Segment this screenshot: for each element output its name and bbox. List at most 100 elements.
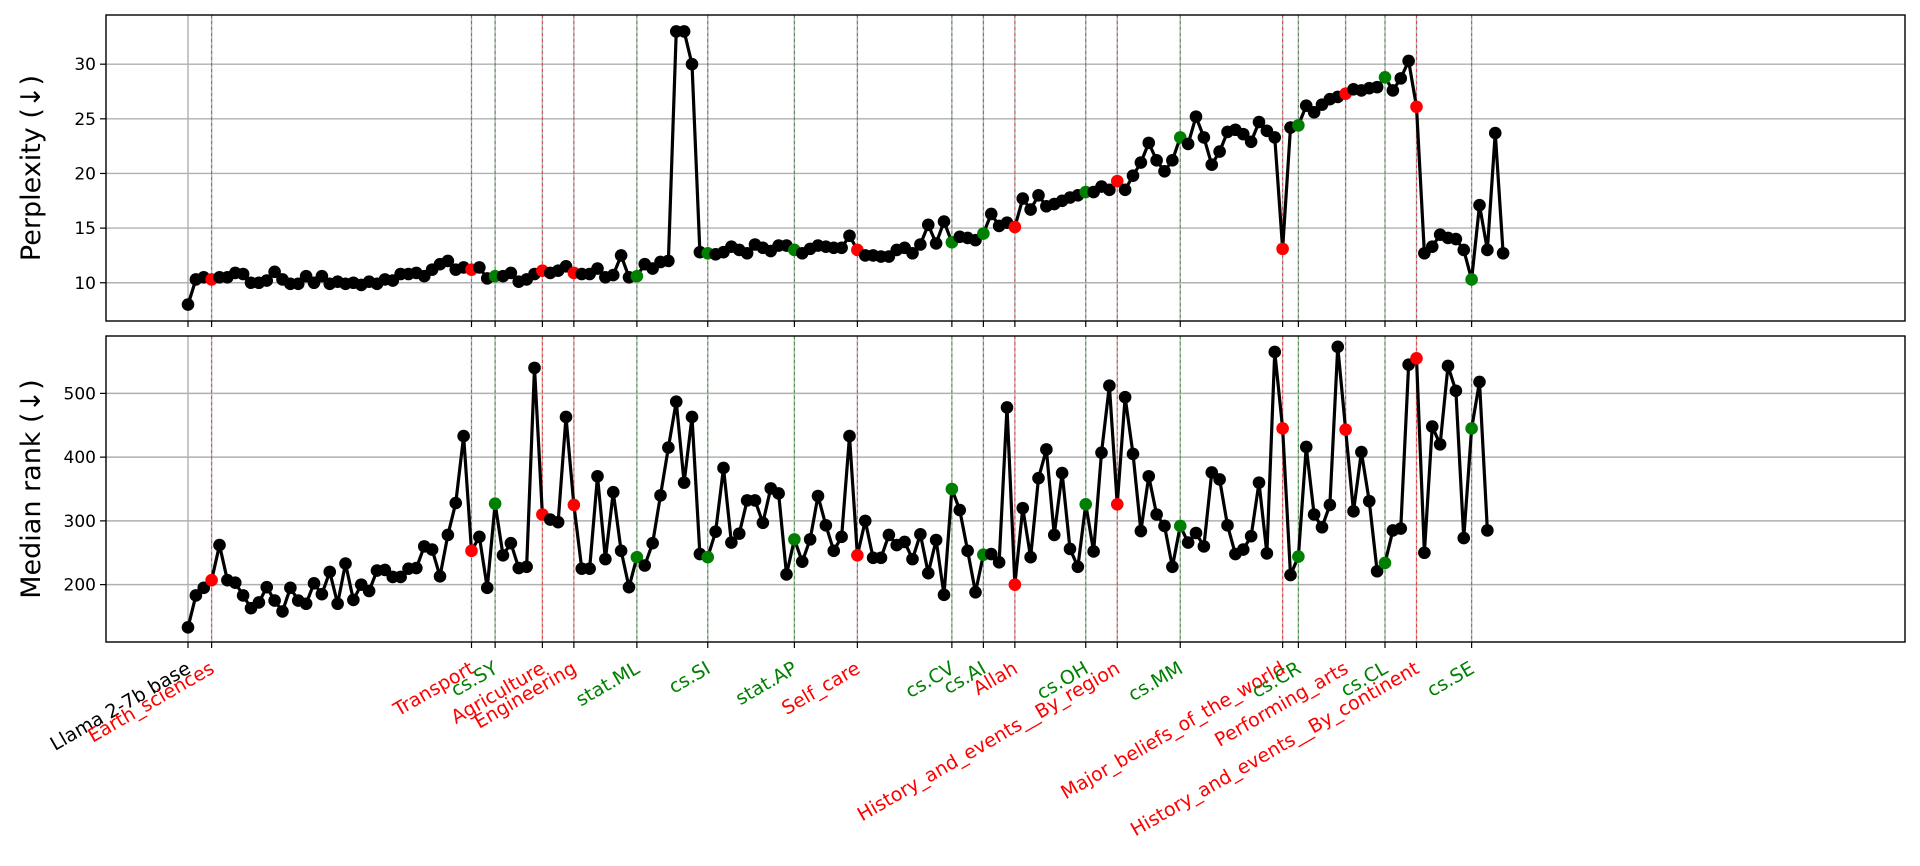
data-point <box>1268 345 1282 359</box>
data-point <box>606 268 620 282</box>
data-point <box>331 597 344 611</box>
data-point <box>504 536 518 550</box>
y-tick-label: 500 <box>64 384 96 404</box>
data-point <box>1166 154 1179 167</box>
data-point <box>622 580 636 594</box>
data-point <box>646 536 659 550</box>
data-point <box>906 552 919 566</box>
y-tick-label: 20 <box>74 164 96 184</box>
data-point <box>606 485 620 499</box>
data-point <box>614 249 628 262</box>
data-point <box>528 361 541 375</box>
data-point <box>1095 446 1108 459</box>
data-point <box>1055 466 1069 480</box>
data-point <box>725 536 738 549</box>
data-point <box>1481 524 1494 537</box>
data-point-green <box>1465 422 1478 435</box>
data-point <box>1103 183 1116 197</box>
data-point <box>992 556 1006 569</box>
data-point <box>795 555 809 568</box>
data-point <box>394 570 407 584</box>
data-point <box>835 530 848 544</box>
data-point-green <box>701 550 715 564</box>
data-point <box>307 577 321 590</box>
data-point <box>213 538 226 552</box>
data-point <box>1142 469 1156 483</box>
data-point <box>929 533 943 547</box>
data-point <box>1213 473 1226 486</box>
data-point <box>1307 105 1321 119</box>
data-point <box>339 557 352 570</box>
data-point <box>819 519 833 532</box>
median-rank-panel: 200 300 400 500 Median rank (↓) <box>16 335 1906 648</box>
data-point <box>449 496 463 510</box>
data-point <box>315 587 329 601</box>
data-point <box>662 254 675 268</box>
data-point <box>1457 531 1471 545</box>
data-point <box>1000 401 1014 414</box>
data-point <box>520 560 533 574</box>
data-point <box>276 605 289 618</box>
data-point <box>197 581 211 595</box>
data-point <box>1331 340 1345 354</box>
data-point <box>504 266 518 280</box>
series-line <box>186 29 1505 306</box>
data-point <box>1071 560 1085 574</box>
data-point <box>811 489 825 503</box>
data-point <box>1087 545 1100 558</box>
data-point <box>1268 131 1282 144</box>
data-point <box>1166 560 1179 574</box>
data-point-green <box>1378 70 1392 84</box>
data-point <box>1221 519 1234 532</box>
data-point <box>662 441 675 454</box>
data-point <box>236 267 250 281</box>
data-point <box>1142 136 1156 150</box>
data-point <box>268 265 281 279</box>
data-point <box>1425 240 1439 253</box>
data-point <box>1481 243 1494 257</box>
data-point <box>906 246 919 260</box>
data-point-green <box>788 533 801 546</box>
data-point <box>1433 438 1447 451</box>
data-point-green <box>1173 519 1187 533</box>
data-point <box>1118 390 1132 404</box>
data-point <box>756 516 770 530</box>
data-point-green <box>630 269 644 283</box>
data-point <box>614 544 628 558</box>
data-point-red <box>567 498 581 512</box>
data-point <box>457 429 470 443</box>
data-point <box>772 487 785 500</box>
data-point <box>1244 529 1258 543</box>
data-point <box>827 544 841 558</box>
data-point <box>921 218 935 232</box>
data-point <box>299 597 313 611</box>
data-point-green <box>1292 550 1305 563</box>
data-point <box>1299 440 1313 454</box>
data-point <box>843 229 856 243</box>
data-point <box>347 593 360 607</box>
x-tick-label: cs.SE <box>1423 657 1478 701</box>
data-point <box>685 410 699 424</box>
data-point <box>1236 543 1250 556</box>
data-point <box>1032 189 1045 202</box>
data-point <box>1158 164 1171 178</box>
data-point <box>291 277 305 291</box>
data-point <box>1189 110 1203 123</box>
y-tick-label: 400 <box>64 448 96 468</box>
data-point <box>473 261 486 274</box>
y-tick-label: 300 <box>64 512 96 532</box>
data-point <box>914 527 927 541</box>
data-point <box>1016 192 1030 205</box>
x-tick-label: stat.ML <box>572 657 644 711</box>
data-point-red <box>851 549 864 562</box>
data-point <box>835 241 848 255</box>
data-point <box>236 589 250 602</box>
data-point <box>362 584 376 598</box>
data-point <box>228 576 242 590</box>
data-point <box>709 525 722 539</box>
data-point <box>1040 443 1053 456</box>
data-point <box>858 514 872 528</box>
data-point <box>1488 126 1502 140</box>
data-point-green <box>1465 273 1478 286</box>
